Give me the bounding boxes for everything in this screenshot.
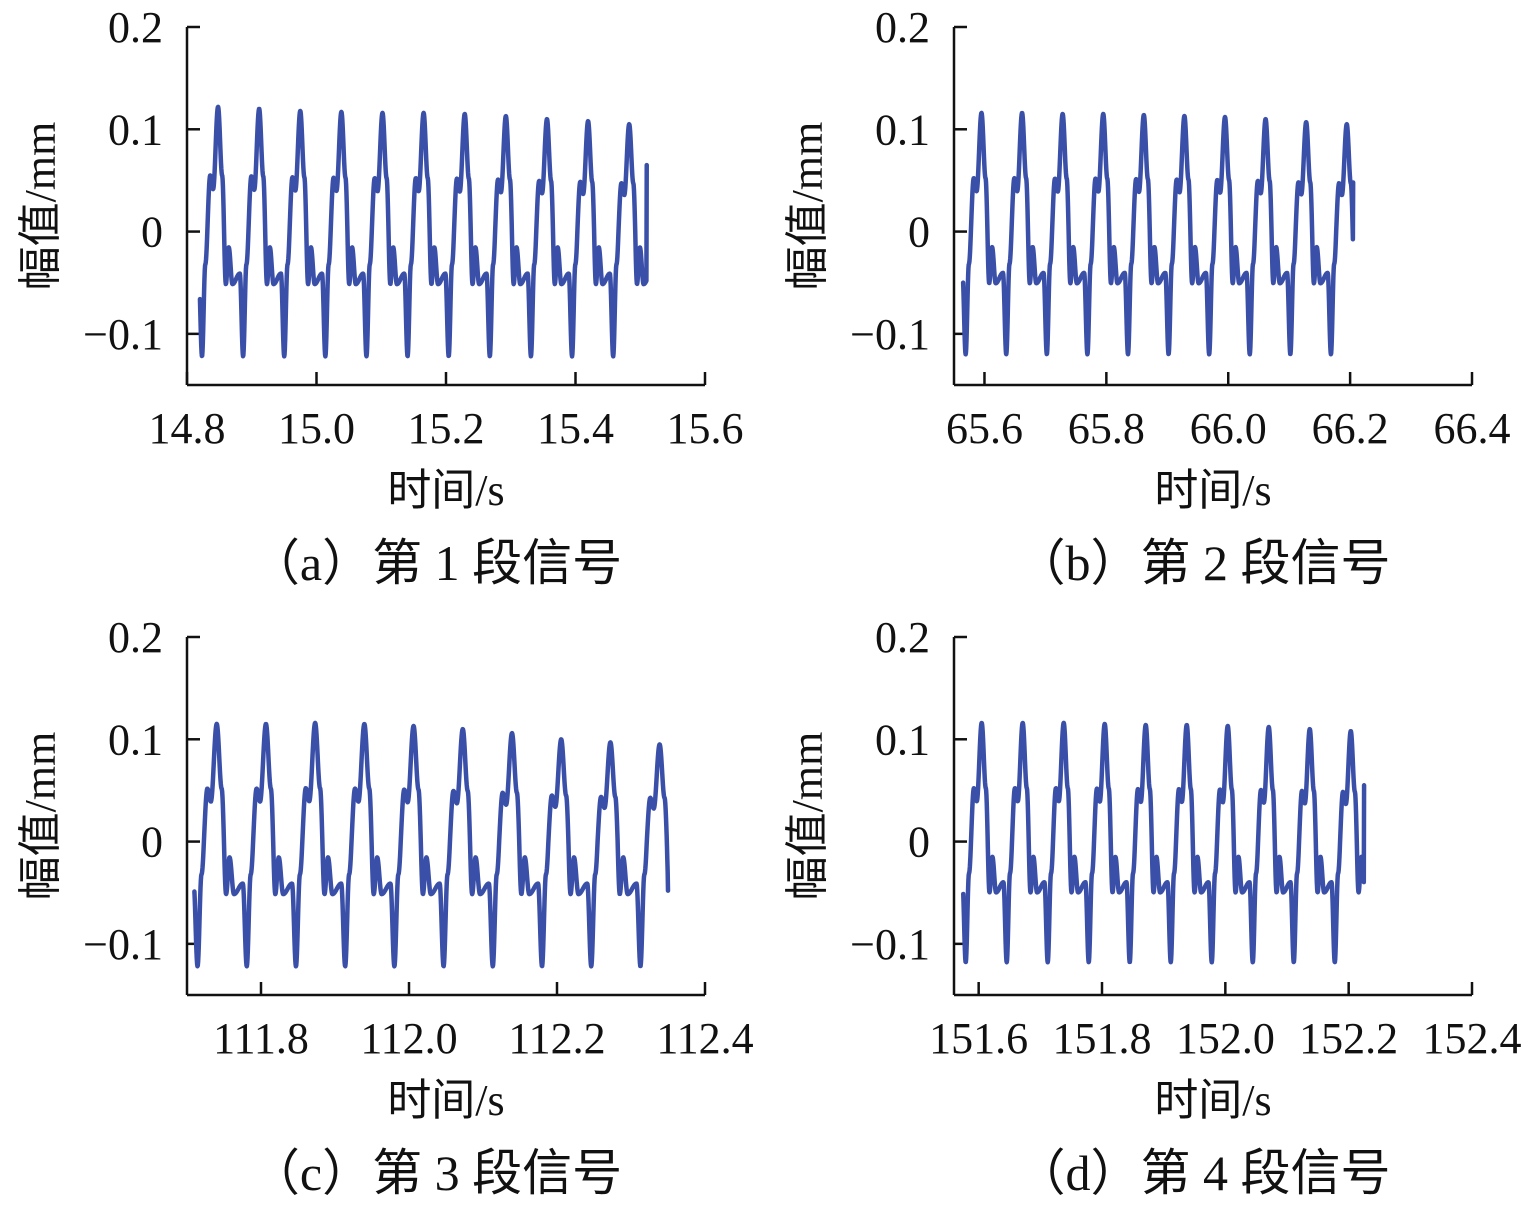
chart-a: 0.2 0.1 0 −0.1 14.8 15.0 15.2 15.4 15.6 时间/s 幅值/mm… — [16, 3, 744, 591]
x-axis-label: 时间/s — [387, 1076, 504, 1125]
panel-caption: （a）第 1 段信号 — [250, 535, 622, 591]
x-tick-label: 112.4 — [656, 1014, 753, 1063]
panel-caption: （d）第 4 段信号 — [1016, 1145, 1391, 1201]
x-tick-label: 66.4 — [1434, 404, 1511, 453]
x-tick-label: 14.8 — [149, 404, 226, 453]
y-axis-label: 幅值/mm — [783, 732, 832, 901]
y-tick-label: −0.1 — [850, 310, 930, 359]
y-tick-label: −0.1 — [83, 920, 163, 969]
x-tick-label: 66.2 — [1312, 404, 1389, 453]
y-axis-label: 幅值/mm — [16, 732, 65, 901]
x-tick-label: 112.2 — [508, 1014, 605, 1063]
signal-series-line — [197, 104, 649, 359]
y-axis-label: 幅值/mm — [16, 122, 65, 291]
y-tick-label: 0 — [141, 208, 163, 257]
y-tick-label: 0.1 — [875, 105, 930, 154]
x-tick-label: 151.8 — [1053, 1014, 1152, 1063]
x-tick-label: 15.2 — [408, 404, 485, 453]
y-axis-label: 幅值/mm — [783, 122, 832, 291]
y-tick-label: 0 — [141, 818, 163, 867]
x-tick-label: 15.6 — [667, 404, 744, 453]
x-axis-label: 时间/s — [387, 466, 504, 515]
x-axis-label: 时间/s — [1154, 1076, 1271, 1125]
x-axis-label: 时间/s — [1154, 466, 1271, 515]
x-tick-label: 65.6 — [946, 404, 1023, 453]
x-tick-label: 152.0 — [1176, 1014, 1275, 1063]
x-tick-label: 152.2 — [1299, 1014, 1398, 1063]
x-tick-label: 65.8 — [1068, 404, 1145, 453]
y-tick-label: 0.2 — [875, 613, 930, 662]
x-tick-label: 111.8 — [213, 1014, 309, 1063]
signal-series-line — [192, 720, 671, 969]
signal-series-line — [961, 720, 1367, 965]
y-tick-label: 0 — [908, 208, 930, 257]
x-tick-label: 15.4 — [537, 404, 614, 453]
chart-panel-d: 0.2 0.1 0 −0.1 151.6 151.8 152.0 152.2 152.4 时间/s… — [767, 610, 1535, 1220]
y-tick-label: −0.1 — [83, 310, 163, 359]
y-tick-label: 0.2 — [108, 3, 163, 52]
y-tick-label: 0 — [908, 818, 930, 867]
y-tick-label: 0.1 — [108, 105, 163, 154]
x-tick-label: 15.0 — [278, 404, 355, 453]
chart-panel-a: 0.2 0.1 0 −0.1 14.8 15.0 15.2 15.4 15.6 时间/s 幅值/mm… — [0, 0, 767, 610]
y-tick-label: 0.1 — [108, 715, 163, 764]
x-tick-label: 112.0 — [360, 1014, 457, 1063]
chart-panel-c: 0.2 0.1 0 −0.1 111.8 112.0 112.2 112.4 时间/s 幅值/mm… — [0, 610, 767, 1220]
x-tick-label: 152.4 — [1423, 1014, 1522, 1063]
chart-d: 0.2 0.1 0 −0.1 151.6 151.8 152.0 152.2 152.4 时间/s… — [783, 613, 1522, 1201]
chart-panel-b: 0.2 0.1 0 −0.1 65.6 65.8 66.0 66.2 66.4 时间/s 幅值/mm… — [767, 0, 1535, 610]
chart-b: 0.2 0.1 0 −0.1 65.6 65.8 66.0 66.2 66.4 时间/s 幅值/mm… — [783, 3, 1511, 591]
x-tick-label: 66.0 — [1190, 404, 1267, 453]
panel-caption: （c）第 3 段信号 — [250, 1145, 622, 1201]
x-tick-label: 151.6 — [929, 1014, 1028, 1063]
y-tick-label: 0.1 — [875, 715, 930, 764]
y-tick-label: 0.2 — [875, 3, 930, 52]
signal-series-line — [960, 110, 1356, 357]
y-tick-label: 0.2 — [108, 613, 163, 662]
panel-caption: （b）第 2 段信号 — [1016, 535, 1391, 591]
chart-c: 0.2 0.1 0 −0.1 111.8 112.0 112.2 112.4 时间/s 幅值/mm… — [16, 613, 754, 1201]
y-tick-label: −0.1 — [850, 920, 930, 969]
